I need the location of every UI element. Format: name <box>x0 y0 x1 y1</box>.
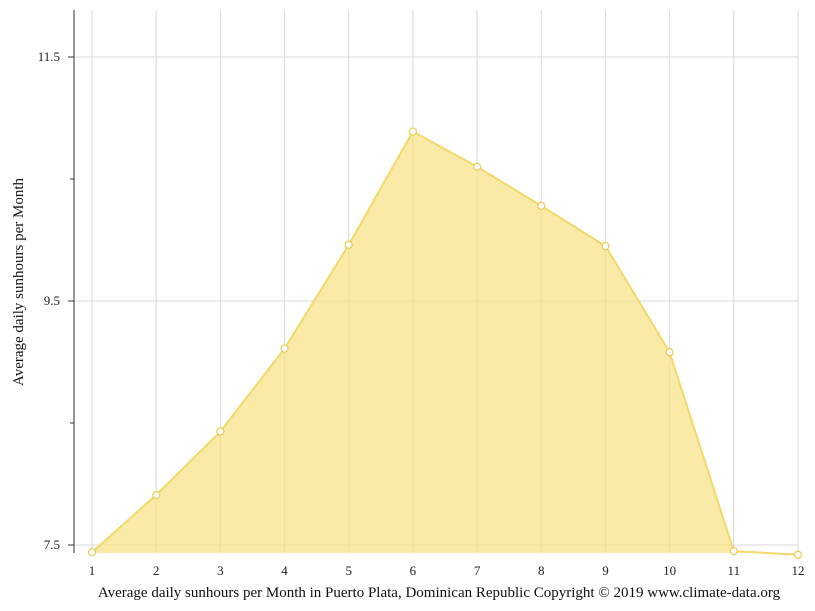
data-point <box>216 427 225 436</box>
y-tick-label: 7.5 <box>44 537 60 552</box>
data-point <box>601 242 610 251</box>
axes <box>68 10 75 553</box>
x-tick-label: 1 <box>89 563 96 578</box>
data-point <box>152 490 161 500</box>
data-markers <box>87 127 803 559</box>
data-point <box>472 162 482 171</box>
x-tick-label: 4 <box>281 563 288 578</box>
x-tick-label: 6 <box>410 563 417 578</box>
x-tick-label: 11 <box>728 563 741 578</box>
data-point <box>344 240 353 249</box>
x-tick-label: 3 <box>217 563 224 578</box>
x-tick-label: 7 <box>474 563 481 578</box>
data-point <box>793 550 803 559</box>
x-tick-label: 12 <box>792 563 805 578</box>
data-area <box>91 130 799 556</box>
y-tick-label: 9.5 <box>44 293 60 308</box>
x-tick-label: 10 <box>663 563 676 578</box>
data-point <box>729 546 738 556</box>
data-point <box>280 344 289 353</box>
sunhours-area-fill <box>92 131 798 555</box>
x-axis-title: Average daily sunhours per Month in Puer… <box>98 585 781 601</box>
x-tick-label: 2 <box>153 563 160 578</box>
data-point <box>537 201 546 210</box>
y-axis-title: Average daily sunhours per Month <box>11 178 27 387</box>
data-point <box>408 127 418 136</box>
y-tick-label: 11.5 <box>38 49 60 64</box>
x-tick-label: 5 <box>345 563 352 578</box>
x-tick-label: 8 <box>538 563 545 578</box>
sunhours-series-line <box>91 130 799 556</box>
tick-labels: 11.59.57.51 2 3 4 5 6 7 8 9 10 11 12 <box>38 49 805 578</box>
x-tick-label: 9 <box>602 563 609 578</box>
data-point <box>87 548 97 557</box>
data-point <box>665 348 674 357</box>
